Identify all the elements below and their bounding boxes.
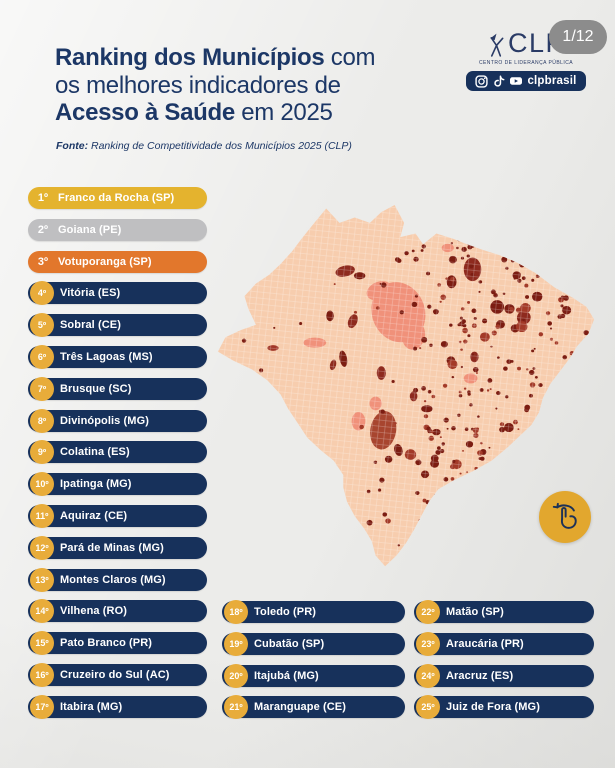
rank-number: 17º bbox=[30, 694, 54, 719]
municipality-label: Maranguape (CE) bbox=[254, 701, 346, 714]
municipality-label: Votuporanga (SP) bbox=[58, 255, 152, 268]
rank-number: 9º bbox=[30, 440, 54, 465]
municipality-label: Aracruz (ES) bbox=[446, 669, 514, 682]
brand-tagline: CENTRO DE LIDERANÇA PÚBLICA bbox=[478, 60, 574, 66]
carousel-page-badge: 1/12 bbox=[549, 20, 607, 54]
ranking-item: 7º Brusque (SC) bbox=[28, 376, 207, 401]
municipality-label: Toledo (PR) bbox=[254, 606, 316, 618]
ranking-item: 3º Votuporanga (SP) bbox=[28, 250, 207, 273]
ranking-item: 10º Ipatinga (MG) bbox=[28, 472, 207, 497]
clp-brand-block: CLP CENTRO DE LIDERANÇA PÚBLICA clpbrasi… bbox=[466, 26, 586, 91]
rank-number: 3º bbox=[37, 255, 49, 268]
swipe-left-hand-icon bbox=[552, 502, 577, 529]
ranking-item: 22º Matão (SP) bbox=[414, 600, 594, 624]
clp-figure-icon bbox=[490, 33, 504, 57]
title-line-2: os melhores indicadores de bbox=[55, 71, 341, 99]
ranking-column-middle: 18º Toledo (PR) 19º Cubatão (SP) 20º Itajubá … bbox=[222, 600, 405, 720]
rank-number: 8º bbox=[30, 408, 54, 433]
ranking-item: 13º Montes Claros (MG) bbox=[28, 567, 207, 592]
title-line-1: Ranking dos Municípios com bbox=[55, 44, 376, 71]
swipe-hint-button[interactable] bbox=[539, 491, 591, 543]
ranking-item: 1º Franco da Rocha (SP) bbox=[28, 187, 207, 209]
rank-number: 23º bbox=[416, 631, 440, 656]
rank-number: 12º bbox=[30, 535, 54, 560]
municipality-label: Juiz de Fora (MG) bbox=[446, 701, 540, 714]
rank-number: 1º bbox=[37, 192, 49, 204]
ranking-item: 6º Três Lagoas (MS) bbox=[28, 344, 207, 369]
rank-number: 21º bbox=[224, 695, 248, 720]
flag-shape bbox=[490, 33, 497, 41]
page-title: Ranking dos Municípios com os melhores i… bbox=[55, 44, 376, 127]
rank-number: 19º bbox=[224, 631, 248, 656]
source-note: Fonte: Ranking de Competitividade dos Mu… bbox=[56, 140, 352, 152]
municipality-label: Três Lagoas (MS) bbox=[60, 350, 153, 363]
rank-number: 14º bbox=[30, 599, 54, 624]
brazil-map-svg bbox=[217, 204, 595, 567]
municipality-label: Colatina (ES) bbox=[60, 446, 130, 459]
municipality-label: Araucária (PR) bbox=[446, 637, 524, 650]
rank-number: 13º bbox=[30, 567, 54, 592]
ranking-item: 19º Cubatão (SP) bbox=[222, 631, 405, 656]
municipality-label: Matão (SP) bbox=[446, 606, 504, 618]
social-handle-text: clpbrasil bbox=[527, 75, 577, 87]
ranking-item: 9º Colatina (ES) bbox=[28, 440, 207, 465]
municipality-label: Franco da Rocha (SP) bbox=[58, 192, 175, 204]
ranking-item: 2º Goiana (PE) bbox=[28, 218, 207, 241]
municipality-label: Vilhena (RO) bbox=[60, 605, 128, 618]
municipality-label: Cruzeiro do Sul (AC) bbox=[60, 668, 170, 681]
rank-number: 25º bbox=[416, 695, 440, 720]
rank-number: 18º bbox=[224, 600, 248, 624]
municipality-label: Goiana (PE) bbox=[58, 223, 122, 236]
ranking-item: 16º Cruzeiro do Sul (AC) bbox=[28, 662, 207, 687]
ranking-item: 12º Pará de Minas (MG) bbox=[28, 535, 207, 560]
ranking-item: 21º Maranguape (CE) bbox=[222, 695, 405, 720]
ranking-item: 25º Juiz de Fora (MG) bbox=[414, 695, 594, 720]
ranking-item: 5º Sobral (CE) bbox=[28, 313, 207, 338]
municipality-label: Vitória (ES) bbox=[60, 287, 121, 300]
municipality-label: Pará de Minas (MG) bbox=[60, 541, 164, 554]
brazil-choropleth-map bbox=[216, 196, 596, 568]
rank-number: 7º bbox=[30, 376, 54, 401]
rank-number: 16º bbox=[30, 662, 54, 687]
rank-number: 6º bbox=[30, 344, 54, 369]
ranking-column-right: 22º Matão (SP) 23º Araucária (PR) 24º Aracruz… bbox=[414, 600, 594, 720]
municipality-label: Itabira (MG) bbox=[60, 700, 123, 713]
social-handle-pill: clpbrasil bbox=[466, 71, 586, 91]
rank-number: 5º bbox=[30, 313, 54, 338]
rank-number: 24º bbox=[416, 663, 440, 688]
rank-number: 15º bbox=[30, 631, 54, 656]
municipality-label: Itajubá (MG) bbox=[254, 669, 319, 682]
ranking-item: 14º Vilhena (RO) bbox=[28, 599, 207, 624]
municipality-label: Pato Branco (PR) bbox=[60, 637, 153, 650]
ranking-item: 15º Pato Branco (PR) bbox=[28, 631, 207, 656]
municipality-label: Brusque (SC) bbox=[60, 382, 132, 395]
ranking-item: 20º Itajubá (MG) bbox=[222, 663, 405, 688]
rank-number: 22º bbox=[416, 600, 440, 624]
rank-number: 10º bbox=[30, 472, 54, 497]
municipality-label: Aquiraz (CE) bbox=[60, 509, 128, 522]
tiktok-icon bbox=[494, 75, 505, 87]
ranking-item: 17º Itabira (MG) bbox=[28, 694, 207, 719]
rank-number: 4º bbox=[30, 281, 54, 306]
ranking-item: 18º Toledo (PR) bbox=[222, 600, 405, 624]
ranking-item: 11º Aquiraz (CE) bbox=[28, 503, 207, 528]
rank-number: 2º bbox=[37, 223, 49, 236]
rank-number: 11º bbox=[30, 503, 54, 528]
municipality-label: Sobral (CE) bbox=[60, 319, 121, 332]
youtube-icon bbox=[510, 77, 523, 85]
instagram-icon bbox=[475, 74, 489, 88]
ranking-item: 23º Araucária (PR) bbox=[414, 631, 594, 656]
ranking-column-left: 1º Franco da Rocha (SP) 2º Goiana (PE) 3º Vot… bbox=[28, 187, 207, 719]
rank-number: 20º bbox=[224, 663, 248, 688]
ranking-item: 8º Divinópolis (MG) bbox=[28, 408, 207, 433]
ranking-item: 24º Aracruz (ES) bbox=[414, 663, 594, 688]
municipality-label: Montes Claros (MG) bbox=[60, 573, 166, 586]
municipality-label: Divinópolis (MG) bbox=[60, 414, 149, 427]
municipality-label: Cubatão (SP) bbox=[254, 637, 325, 650]
title-line-3: Acesso à Saúde em 2025 bbox=[55, 99, 333, 126]
municipality-label: Ipatinga (MG) bbox=[60, 478, 132, 491]
ranking-item: 4º Vitória (ES) bbox=[28, 281, 207, 306]
